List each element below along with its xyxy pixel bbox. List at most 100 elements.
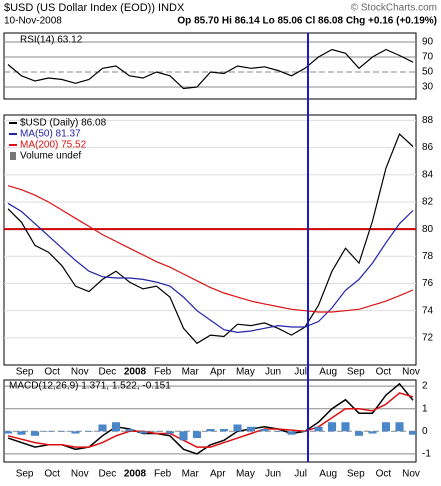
histogram-bar <box>219 429 229 432</box>
histogram-bar <box>111 422 121 432</box>
x-tick-label: 2008 <box>124 367 147 378</box>
histogram-bar <box>408 431 418 435</box>
y-tick-label: 30 <box>422 82 434 93</box>
y-tick-label: 80 <box>422 224 434 235</box>
histogram-bar <box>192 431 202 439</box>
x-tick-label: Jul <box>294 367 307 378</box>
y-tick-label: 76 <box>422 278 434 289</box>
histogram-bar <box>233 424 242 432</box>
histogram-bar <box>341 422 350 432</box>
x-tick-label: Jun <box>265 367 281 378</box>
histogram-bar <box>368 431 377 434</box>
histogram-bar <box>300 431 310 432</box>
x-tick-label: Apr <box>210 469 226 480</box>
y-tick-label: 50 <box>422 67 434 78</box>
x-tick-label: Oct <box>44 367 60 378</box>
y-tick-label: 84 <box>422 169 434 180</box>
x-tick-label: Sep <box>347 469 365 480</box>
x-tick-label: Mar <box>182 469 200 480</box>
histogram-bar <box>246 426 256 432</box>
x-tick-label: 2008 <box>124 469 147 480</box>
macd-panel <box>3 379 417 463</box>
legend-label: MA(50) 81.37 <box>20 129 81 140</box>
y-tick-label: 72 <box>422 332 434 343</box>
legend-swatch <box>10 152 16 160</box>
x-tick-label: Jun <box>265 469 281 480</box>
y-tick-label: 86 <box>422 142 434 153</box>
x-tick-label: Mar <box>182 367 200 378</box>
quote: Op 85.70 Hi 86.14 Lo 85.06 Cl 86.08 Chg … <box>177 16 437 27</box>
histogram-bar <box>152 431 161 432</box>
x-tick-label: Aug <box>319 367 337 378</box>
series-line <box>7 48 414 90</box>
y-tick-label: -1 <box>422 449 431 460</box>
x-tick-label: Dec <box>99 367 117 378</box>
series-line <box>7 382 414 455</box>
x-tick-label: Sep <box>16 367 34 378</box>
x-tick-label: Apr <box>210 367 226 378</box>
histogram-bar <box>138 431 148 434</box>
series-line <box>7 132 414 345</box>
x-tick-label: Nov <box>71 469 89 480</box>
histogram-bar <box>395 422 404 432</box>
histogram-bar <box>44 431 53 432</box>
y-tick-label: 82 <box>422 197 434 208</box>
y-tick-label: 78 <box>422 251 434 262</box>
x-tick-label: Nov <box>71 367 89 378</box>
y-tick-label: 0 <box>422 426 428 437</box>
x-tick-label: Oct <box>376 367 392 378</box>
y-tick-label: 70 <box>422 52 434 63</box>
x-tick-label: Dec <box>99 469 117 480</box>
series-line <box>7 202 414 334</box>
histogram-bar <box>260 429 269 432</box>
series-line <box>7 185 414 313</box>
histogram-bar <box>381 422 391 432</box>
chart-title: $USD (US Dollar Index (EOD)) INDX <box>4 2 185 14</box>
histogram-bar <box>30 431 40 436</box>
histogram-bar <box>17 431 26 435</box>
copyright: © StockCharts.com <box>351 3 437 14</box>
x-tick-label: Sep <box>347 367 365 378</box>
histogram-bar <box>206 429 215 432</box>
rsi-panel <box>3 32 417 100</box>
x-tick-label: Aug <box>319 469 337 480</box>
y-tick-label: 88 <box>422 115 434 126</box>
x-tick-label: Nov <box>402 367 420 378</box>
histogram-bar <box>287 431 296 435</box>
date: 10-Nov-2008 <box>4 16 62 27</box>
x-tick-label: Oct <box>376 469 392 480</box>
y-tick-label: 74 <box>422 305 434 316</box>
x-tick-label: Nov <box>402 469 420 480</box>
histogram-bar <box>327 422 337 432</box>
histogram-bar <box>314 426 323 432</box>
y-tick-label: 2 <box>422 381 428 392</box>
histogram-bar <box>84 431 94 432</box>
histogram-bar <box>125 429 134 432</box>
marks: 90 70 50 30 RSI(14) 63.12 88 86 84 82 80 78 76 74 72 $… <box>3 35 434 480</box>
histogram-bar <box>98 424 107 432</box>
price-panel <box>3 114 417 366</box>
legend-label: RSI(14) 63.12 <box>20 35 83 46</box>
legend-label: MACD(12,26,9) 1.371, 1.522, -0.151 <box>9 381 171 392</box>
y-tick-label: 90 <box>422 37 434 48</box>
legend-label: $USD (Daily) 86.08 <box>20 118 107 129</box>
x-tick-label: Feb <box>154 367 172 378</box>
series-line <box>7 392 414 448</box>
y-tick-label: 1 <box>422 403 428 414</box>
histogram-bar <box>354 431 364 436</box>
histogram-bar <box>273 431 283 432</box>
histogram-bar <box>179 431 188 441</box>
histogram-bar <box>165 431 175 434</box>
legend-label: MA(200) 75.52 <box>20 140 87 151</box>
histogram-bar <box>3 431 13 434</box>
histogram-bar <box>57 431 67 432</box>
x-tick-label: Jul <box>294 469 307 480</box>
x-tick-label: May <box>236 367 255 378</box>
legend-label: Volume undef <box>20 151 81 162</box>
x-tick-label: Oct <box>44 469 60 480</box>
histogram-bar <box>71 431 80 434</box>
x-tick-label: Feb <box>154 469 172 480</box>
x-tick-label: Sep <box>16 469 34 480</box>
x-tick-label: May <box>236 469 255 480</box>
